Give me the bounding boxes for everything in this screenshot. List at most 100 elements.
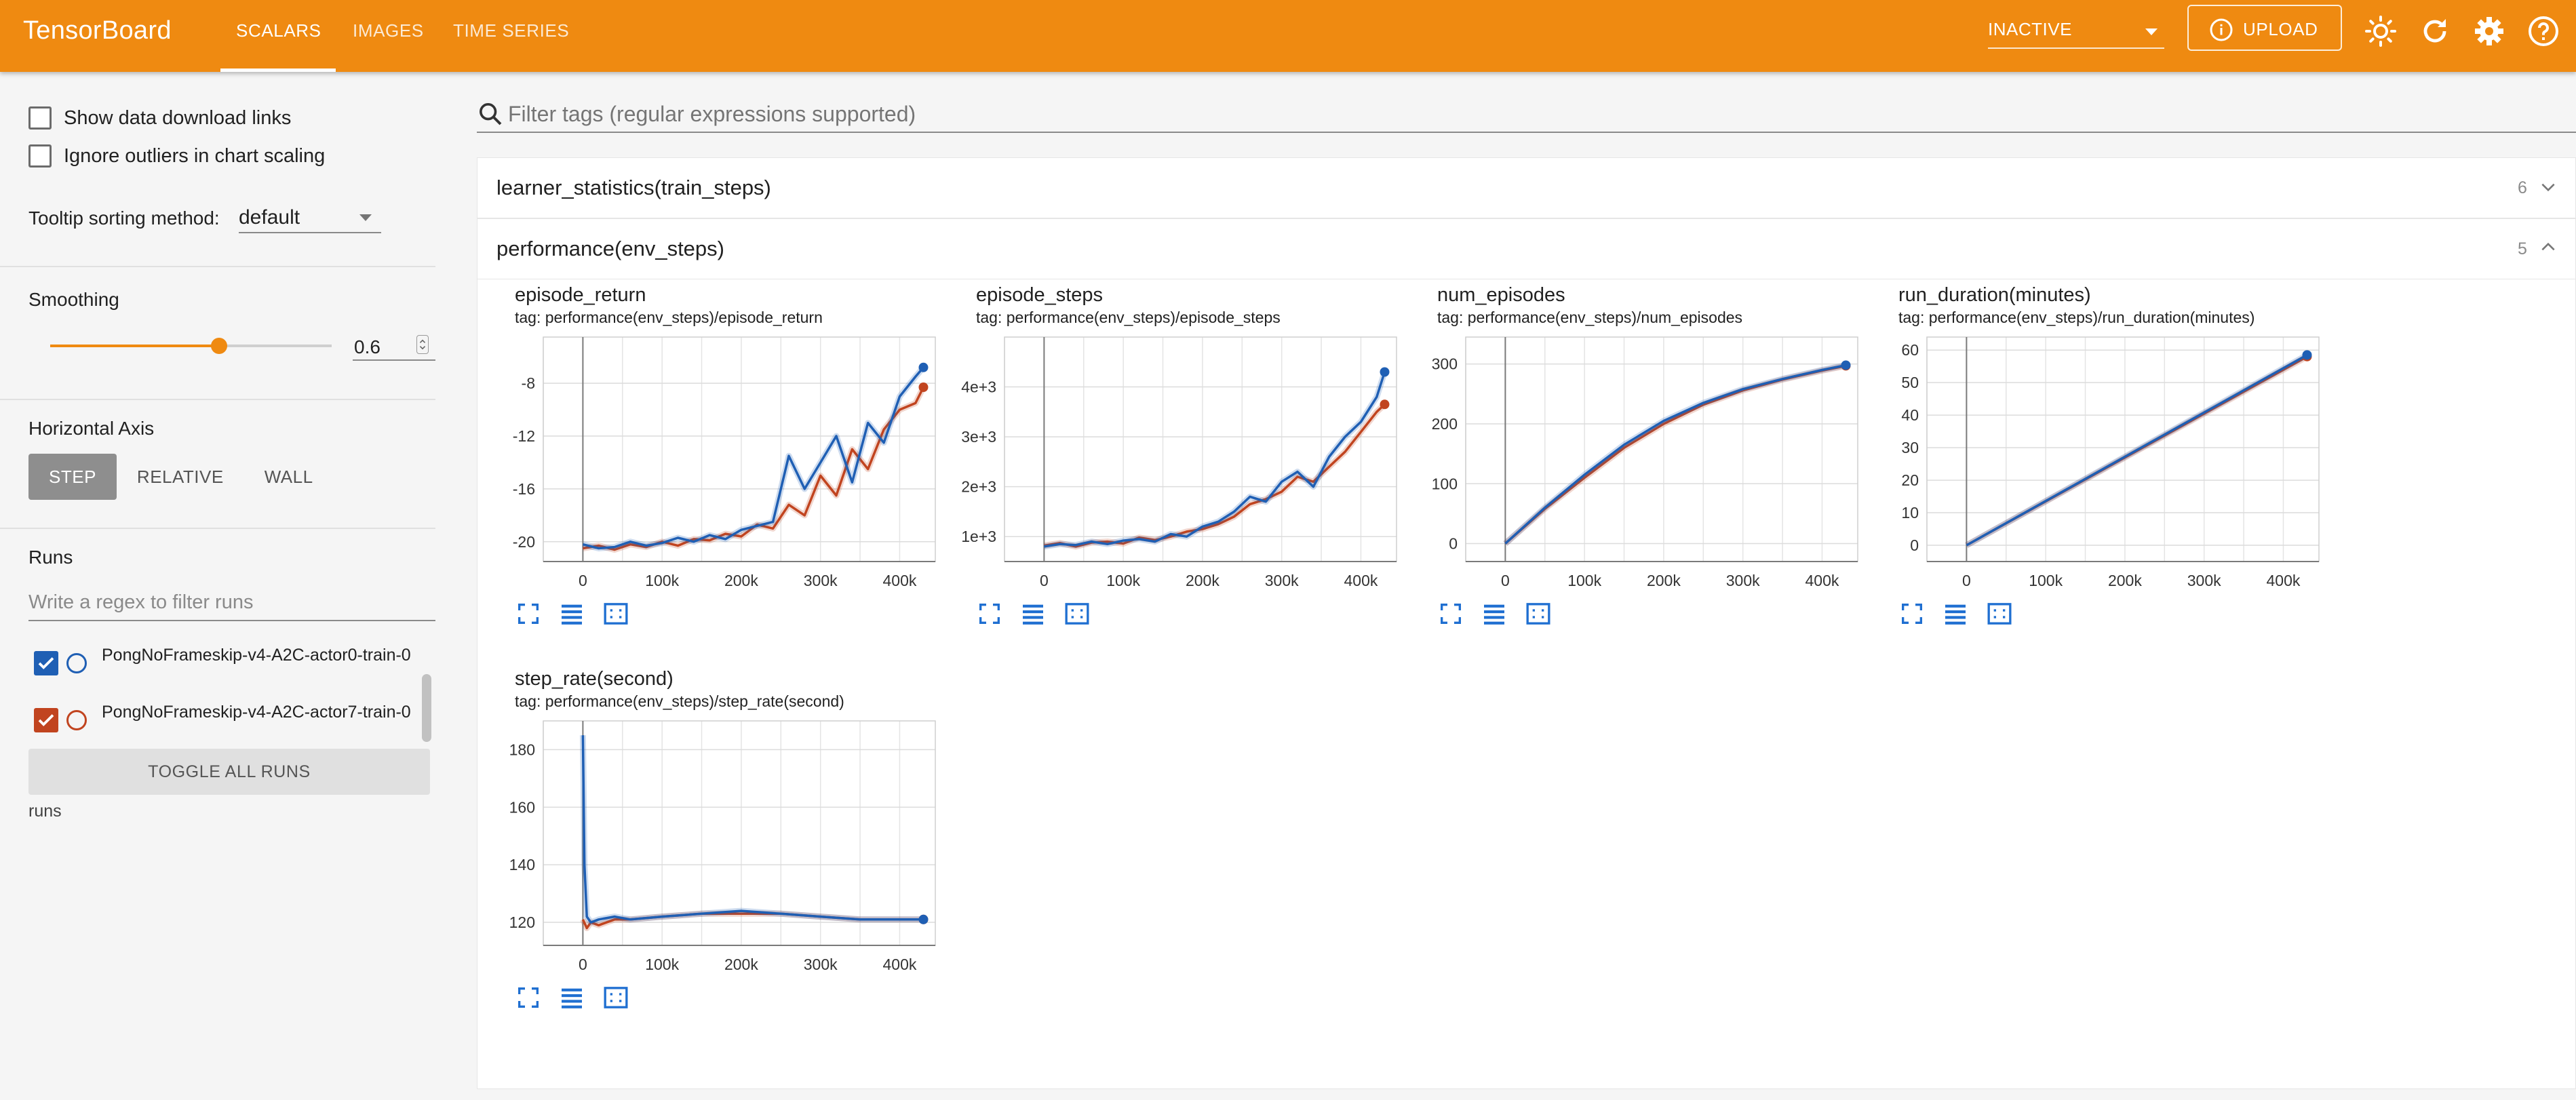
series-line[interactable]: [581, 735, 924, 924]
fit-domain-icon[interactable]: [1985, 600, 2014, 627]
y-tick-label: 120: [509, 914, 535, 931]
tab-time-series[interactable]: TIME SERIES: [453, 20, 570, 41]
plugin-select[interactable]: INACTIVE: [1988, 16, 2164, 49]
y-tick-label: 0: [1449, 535, 1458, 553]
search-icon: [480, 103, 502, 125]
chart-plot[interactable]: 180 160 140 120 0 100k 200k 300k 400k: [488, 711, 949, 983]
chart-title: episode_return: [515, 284, 646, 306]
run-name: PongNoFrameskip-v4-A2C-actor0-train-0: [102, 646, 411, 665]
data-table-icon[interactable]: [1942, 600, 1969, 627]
y-tick-label: 1e+3: [961, 528, 996, 545]
sidebar: Show data download links Ignore outliers…: [0, 72, 435, 1100]
y-tick-label: 3e+3: [961, 428, 996, 446]
chart-plot[interactable]: -8 -12 -16 -20 0 100k 200k 300k 400k: [488, 328, 949, 599]
brightness-icon[interactable]: [2364, 15, 2397, 47]
run-checkbox[interactable]: [34, 651, 58, 675]
tag-filter-input[interactable]: Filter tags (regular expressions support…: [477, 95, 2576, 133]
run-color-swatch[interactable]: [66, 653, 87, 673]
smoothing-input[interactable]: 0.6: [353, 328, 435, 361]
fullscreen-icon[interactable]: [1437, 600, 1464, 627]
series-end-point[interactable]: [918, 382, 929, 392]
data-table-icon[interactable]: [1481, 600, 1508, 627]
axis-wall-button[interactable]: WALL: [264, 467, 313, 487]
x-tick-label: 300k: [804, 572, 838, 589]
divider: [0, 266, 435, 267]
runs-filter-input[interactable]: Write a regex to filter runs: [28, 583, 435, 621]
series-line[interactable]: [582, 366, 924, 550]
tag-group-learner-statistics[interactable]: learner_statistics(train_steps) 6: [477, 157, 2576, 218]
chevron-down-icon: [2145, 28, 2158, 35]
chart-tag: tag: performance(env_steps)/episode_retu…: [515, 309, 823, 326]
fit-domain-icon[interactable]: [1063, 600, 1091, 627]
axis-step-button[interactable]: STEP: [28, 454, 117, 500]
tag-filter-placeholder: Filter tags (regular expressions support…: [508, 102, 916, 126]
series-line-raw: [1503, 362, 1847, 546]
fit-domain-icon[interactable]: [1524, 600, 1553, 627]
y-tick-label: 0: [1910, 536, 1919, 554]
tooltip-sort-label: Tooltip sorting method:: [28, 208, 220, 229]
active-tab-indicator: [220, 68, 336, 72]
smoothing-slider-thumb[interactable]: [211, 338, 227, 354]
fit-domain-icon[interactable]: [602, 600, 630, 627]
x-tick-label: 200k: [2108, 572, 2142, 589]
tooltip-sort-select[interactable]: default: [239, 202, 381, 233]
runs-scrollbar[interactable]: [422, 674, 431, 742]
run-item[interactable]: PongNoFrameskip-v4-A2C-actor7-train-0: [34, 700, 414, 747]
series-end-point[interactable]: [1380, 399, 1390, 410]
run-checkbox[interactable]: [34, 708, 58, 732]
data-table-icon[interactable]: [558, 600, 585, 627]
help-icon[interactable]: [2527, 15, 2560, 47]
x-tick-label: 200k: [1186, 572, 1219, 589]
fullscreen-icon[interactable]: [976, 600, 1003, 627]
chart-plot[interactable]: 300 200 100 0 0 100k 200k 300k 400k: [1410, 328, 1871, 599]
run-color-swatch[interactable]: [66, 710, 87, 730]
refresh-icon[interactable]: [2419, 15, 2451, 47]
x-tick-label: 400k: [2267, 572, 2301, 589]
chevron-down-icon[interactable]: [2539, 178, 2557, 196]
x-tick-label: 0: [579, 956, 587, 973]
chevron-up-icon[interactable]: [2539, 238, 2557, 256]
x-tick-label: 0: [1501, 572, 1510, 589]
chart-plot[interactable]: 60 50 40 30 20 10 0 0 100k 200k 300k 400k: [1871, 328, 2333, 599]
y-tick-label: 180: [509, 741, 535, 758]
series-end-point[interactable]: [918, 914, 929, 924]
x-tick-label: 400k: [883, 956, 917, 973]
fullscreen-icon[interactable]: [515, 984, 542, 1011]
chart-toolbar: [976, 600, 1112, 630]
data-table-icon[interactable]: [1019, 600, 1047, 627]
series-line[interactable]: [583, 387, 925, 551]
fullscreen-icon[interactable]: [1898, 600, 1926, 627]
ignore-outliers-row[interactable]: Ignore outliers in chart scaling: [28, 142, 325, 170]
upload-button[interactable]: UPLOAD: [2187, 5, 2342, 51]
series-line[interactable]: [1044, 404, 1386, 548]
series-end-point[interactable]: [1380, 367, 1390, 377]
axis-relative-button[interactable]: RELATIVE: [136, 467, 224, 487]
run-item[interactable]: PongNoFrameskip-v4-A2C-actor0-train-0: [34, 643, 414, 690]
horizontal-axis-toggle-group: STEP RELATIVE WALL: [28, 454, 334, 500]
show-download-links-row[interactable]: Show data download links: [28, 104, 291, 132]
show-download-links-checkbox[interactable]: [28, 106, 52, 130]
chart-tag: tag: performance(env_steps)/episode_step…: [976, 309, 1281, 326]
series-end-point[interactable]: [918, 362, 929, 372]
x-tick-label: 0: [1962, 572, 1971, 589]
tab-scalars[interactable]: SCALARS: [236, 20, 321, 41]
smoothing-slider[interactable]: [50, 338, 332, 354]
series-line[interactable]: [1504, 364, 1846, 545]
series-line[interactable]: [1504, 364, 1846, 545]
ignore-outliers-checkbox[interactable]: [28, 144, 52, 168]
series-end-point[interactable]: [1841, 360, 1851, 370]
series-line[interactable]: [1966, 353, 2308, 547]
chart-toolbar: [1437, 600, 1573, 630]
fullscreen-icon[interactable]: [515, 600, 542, 627]
toggle-all-runs-button[interactable]: TOGGLE ALL RUNS: [28, 749, 430, 795]
settings-icon[interactable]: [2473, 15, 2505, 47]
data-table-icon[interactable]: [558, 984, 585, 1011]
series-line[interactable]: [1044, 371, 1386, 548]
fit-domain-icon[interactable]: [602, 984, 630, 1011]
spinner-icon[interactable]: [416, 335, 429, 354]
chart-plot[interactable]: 4e+3 3e+3 2e+3 1e+3 0 100k 200k 300k 400k: [949, 328, 1410, 599]
tab-images[interactable]: IMAGES: [353, 20, 424, 41]
smoothing-slider-fill: [50, 345, 219, 347]
y-tick-label: -20: [513, 533, 535, 551]
series-end-point[interactable]: [2302, 350, 2312, 360]
